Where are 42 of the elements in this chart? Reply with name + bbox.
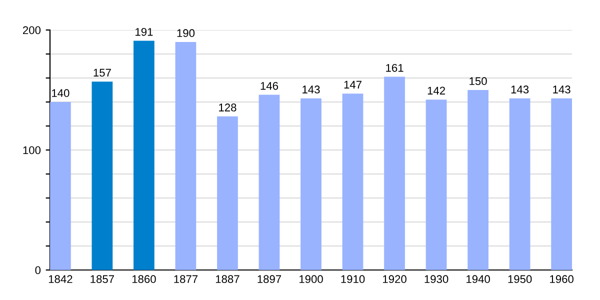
bar (92, 82, 113, 270)
data-label: 142 (428, 86, 445, 95)
data-label: 191 (136, 28, 153, 36)
x-tick-label: 1842 (48, 275, 72, 284)
bar (175, 42, 196, 270)
data-label: 190 (177, 29, 195, 38)
x-tick-label: 1920 (383, 275, 406, 284)
x-tick-label: 1950 (508, 275, 532, 284)
data-label: 157 (94, 68, 111, 77)
bar (258, 94, 280, 270)
y-tick-label: 0 (35, 266, 41, 274)
data-label: 128 (219, 104, 236, 112)
data-label: 143 (553, 86, 570, 94)
x-tick-label: 1897 (258, 275, 282, 284)
x-tick-label: 1877 (174, 275, 198, 284)
bar (300, 98, 322, 270)
data-label: 143 (511, 86, 529, 94)
data-label: 143 (302, 86, 320, 94)
bar (134, 40, 154, 270)
x-tick-label: 1910 (341, 275, 365, 284)
y-tick-label: 100 (23, 146, 41, 154)
data-label: 161 (386, 64, 404, 72)
data-label: 150 (470, 77, 487, 86)
data-label: 147 (344, 80, 362, 89)
x-tick-label: 1960 (550, 275, 574, 284)
x-tick-label: 1940 (466, 275, 490, 284)
bar (217, 116, 238, 270)
bar (551, 98, 572, 270)
x-tick-label: 1887 (216, 275, 240, 284)
x-tick-label: 1857 (90, 275, 114, 284)
x-tick-label: 1860 (132, 275, 156, 284)
x-tick-label: 1930 (424, 275, 448, 284)
x-tick-label: 1900 (299, 275, 323, 284)
bar (384, 76, 405, 270)
bar (50, 102, 71, 270)
data-label: 146 (260, 82, 278, 90)
y-tick-label: 200 (22, 26, 41, 34)
bar (468, 90, 488, 270)
data-label: 140 (52, 89, 70, 98)
bar (342, 94, 364, 270)
bar (509, 98, 530, 270)
bar (426, 100, 447, 270)
